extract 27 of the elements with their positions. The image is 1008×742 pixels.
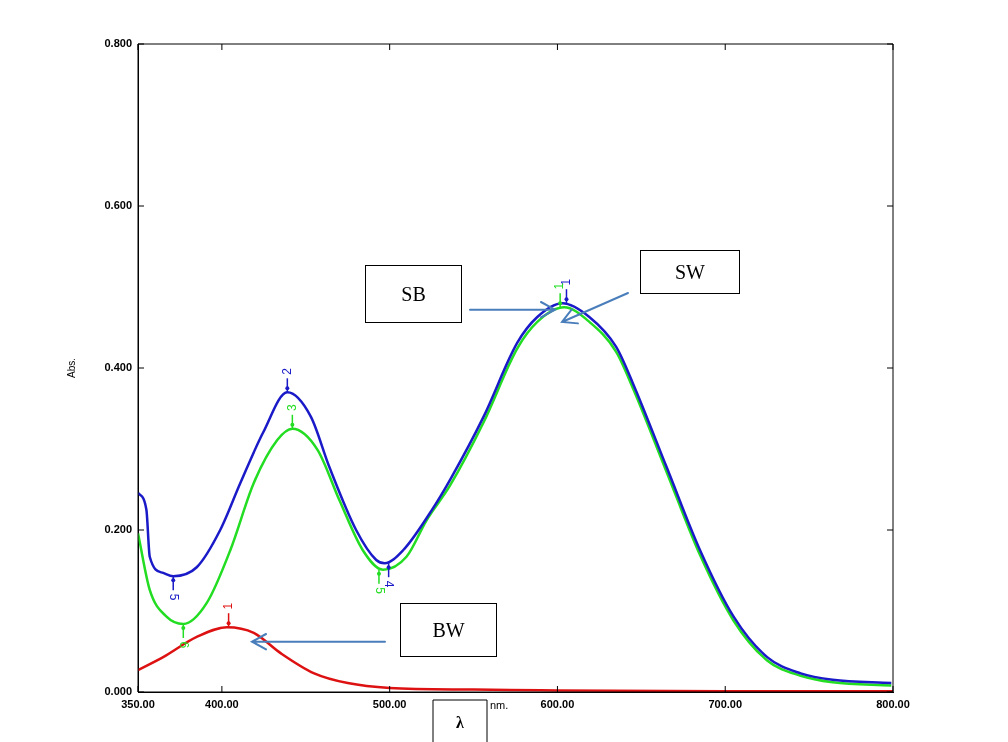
x-tick-label: 800.00 [876, 697, 910, 710]
x-tick-label: 400.00 [205, 697, 239, 710]
text-box: BW [400, 603, 497, 657]
x-tick-label: 500.00 [372, 697, 407, 710]
annotation: 4 [382, 580, 397, 588]
y-tick-label: 0.200 [104, 523, 132, 536]
text-box: SB [365, 265, 462, 323]
x-axis-title: λ [456, 714, 465, 732]
y-tick-label: 0.800 [104, 37, 132, 50]
text-box: SW [640, 250, 740, 294]
text: nm. [490, 699, 509, 712]
annotation: 5 [166, 593, 181, 601]
x-tick-label: 350.00 [121, 697, 155, 710]
x-tick-label: 600.00 [540, 697, 575, 710]
annotation: 3 [284, 404, 299, 412]
annotation: BW [432, 618, 465, 642]
x-tick-label: 700.00 [708, 697, 743, 710]
y-tick-label: 0.000 [104, 685, 132, 698]
annotation: 1 [220, 602, 235, 610]
annotation: SB [401, 282, 426, 306]
annotation: 6 [176, 641, 191, 649]
annotation: 5 [372, 587, 387, 595]
annotation: 2 [279, 367, 294, 375]
y-tick-label: 0.600 [104, 199, 132, 212]
annotation: SW [675, 260, 705, 284]
y-tick-label: 0.400 [104, 361, 132, 374]
y-axis-title: Abs. [65, 357, 77, 379]
